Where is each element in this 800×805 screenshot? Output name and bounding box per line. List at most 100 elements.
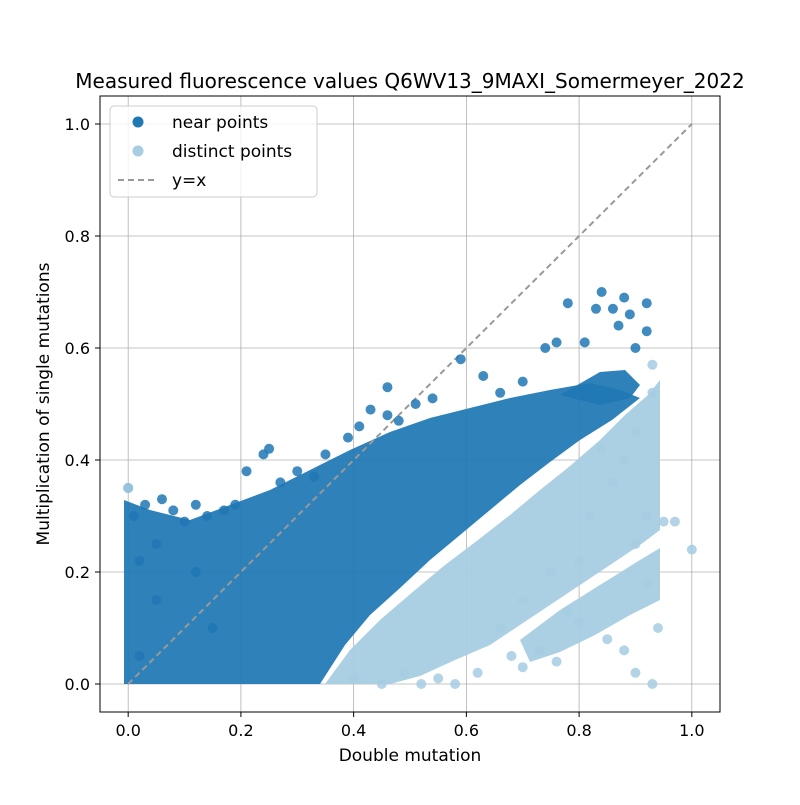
legend-label-yx: y=x — [172, 171, 206, 191]
y-axis-ticks: 0.0 0.2 0.4 0.6 0.8 1.0 — [65, 115, 100, 694]
near-point — [478, 371, 489, 381]
y-axis-label: Multiplication of single mutations — [34, 262, 54, 545]
near-point — [365, 404, 376, 415]
distinct-point — [641, 578, 652, 589]
near-point — [168, 505, 179, 516]
distinct-point — [619, 455, 630, 465]
plot-frame — [99, 95, 721, 713]
distinct-point — [506, 651, 517, 661]
near-point — [320, 449, 331, 460]
distinct-point — [495, 623, 506, 633]
distinct-point — [653, 623, 663, 633]
near-point — [134, 555, 145, 566]
distinct-point — [517, 595, 528, 605]
near-point — [613, 320, 624, 331]
y-tick-label: 0.0 — [65, 675, 90, 694]
distinct-point — [562, 606, 573, 617]
legend-label-distinct: distinct points — [172, 142, 292, 162]
near-point — [309, 471, 320, 482]
distinct-point — [545, 567, 556, 577]
near-point — [630, 343, 641, 353]
distinct-point — [686, 544, 697, 555]
near-point — [393, 415, 404, 426]
distinct-point — [607, 477, 618, 488]
x-tick-label: 0.2 — [228, 721, 253, 740]
y-equals-x-line — [127, 123, 693, 685]
distinct-points-band — [325, 380, 660, 684]
y-tick-label: 0.2 — [65, 563, 90, 582]
legend-box — [109, 105, 318, 198]
near-point — [354, 421, 365, 432]
distinct-point — [517, 662, 528, 673]
distinct-point — [647, 679, 658, 689]
near-point — [128, 511, 139, 521]
distinct-point — [399, 667, 410, 678]
legend-marker-distinct — [132, 145, 144, 157]
near-point — [202, 511, 213, 521]
x-tick-label: 1.0 — [679, 721, 704, 740]
near-points-series — [123, 287, 652, 661]
near-point — [619, 292, 630, 303]
distinct-point — [123, 483, 134, 493]
y-tick-label: 1.0 — [65, 115, 90, 134]
near-point — [410, 399, 421, 409]
distinct-point — [647, 387, 658, 398]
distinct-point — [630, 539, 641, 549]
x-tick-label: 0.8 — [566, 721, 591, 740]
near-point — [179, 516, 190, 527]
distinct-point — [433, 673, 444, 684]
near-point — [591, 303, 601, 314]
distinct-point — [630, 667, 641, 678]
near-point — [427, 393, 438, 404]
distinct-point — [574, 555, 585, 566]
near-point — [607, 303, 618, 314]
near-point — [157, 494, 167, 505]
distinct-point — [630, 427, 641, 437]
x-tick-label: 0.0 — [115, 721, 140, 740]
near-point — [190, 499, 201, 510]
distinct-point — [348, 673, 359, 684]
x-axis-label: Double mutation — [339, 746, 482, 766]
distinct-point — [669, 516, 680, 527]
dense-point-cloud — [124, 370, 660, 684]
near-point — [382, 382, 393, 393]
y-tick-label: 0.6 — [65, 339, 90, 358]
x-tick-label: 0.4 — [341, 721, 366, 740]
distinct-point — [472, 667, 483, 678]
y-tick-label: 0.4 — [65, 451, 90, 470]
legend-label-near: near points — [172, 113, 268, 133]
near-point — [540, 343, 551, 353]
near-point — [551, 337, 562, 348]
distinct-point — [574, 617, 585, 628]
near-point — [579, 337, 590, 348]
near-point — [190, 567, 201, 577]
near-point — [207, 623, 218, 633]
near-point — [495, 387, 506, 398]
x-tick-label: 0.6 — [454, 721, 479, 740]
near-point — [624, 309, 635, 320]
distinct-point — [619, 645, 630, 656]
near-points-band — [124, 383, 640, 684]
distinct-point — [596, 443, 607, 454]
near-point — [151, 595, 162, 605]
distinct-point — [416, 679, 427, 689]
x-axis-ticks: 0.0 0.2 0.4 0.6 0.8 1.0 — [115, 712, 705, 740]
legend: near points distinct points y=x — [109, 105, 318, 198]
near-point — [641, 326, 652, 337]
near-point — [230, 499, 241, 510]
distinct-points-lower-band — [520, 548, 660, 662]
near-point — [275, 477, 286, 488]
distinct-point — [450, 679, 461, 689]
near-point — [517, 376, 528, 387]
near-point — [151, 539, 162, 549]
near-point — [641, 298, 652, 309]
chart-title: Measured fluorescence values Q6WV13_9MAX… — [75, 69, 744, 93]
distinct-point — [551, 656, 562, 667]
near-point — [455, 354, 466, 365]
distinct-point — [585, 511, 596, 521]
near-point — [264, 443, 275, 454]
legend-marker-near — [132, 116, 144, 128]
distinct-point — [647, 359, 658, 370]
near-points-extra — [560, 370, 640, 405]
